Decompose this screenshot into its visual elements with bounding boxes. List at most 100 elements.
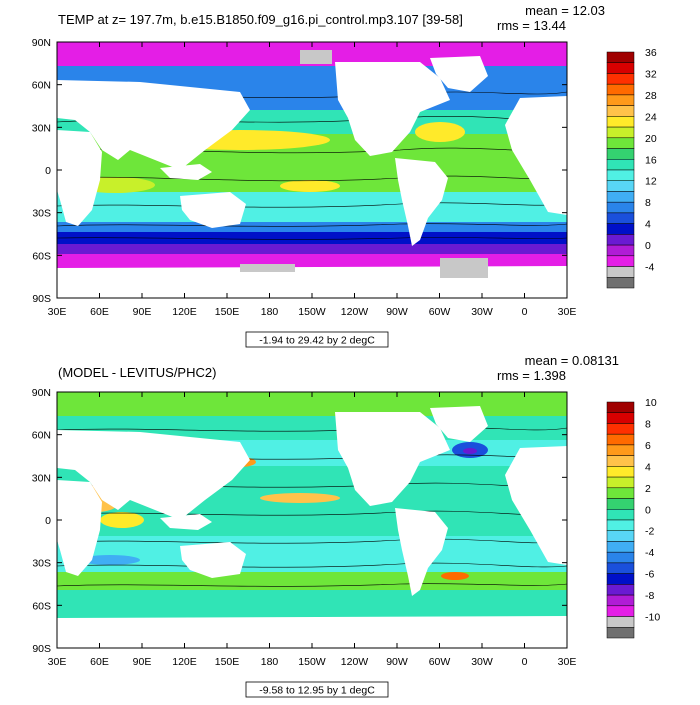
colorbar-label: 4 [645,219,651,231]
y-tick-label: 60N [32,80,51,92]
panel-2-range-label: -9.58 to 12.95 by 1 degC [259,685,375,697]
x-tick-label: 60W [429,306,451,318]
colorbar-swatch [606,105,635,117]
continents-1 [57,56,567,298]
colorbar-swatch [606,191,635,203]
colorbar-label: 2 [645,483,651,495]
x-tick-label: 30W [471,656,493,668]
colorbar-label: -4 [645,262,654,274]
panel-2-map [57,392,567,648]
land-africa [57,130,102,226]
colorbar-swatch [606,159,635,171]
land-greenland [430,56,488,92]
colorbar-swatch [606,73,635,85]
y-tick-label: 30S [32,208,51,220]
y-tick-label: 90S [32,293,51,305]
x-tick-label: 90W [386,656,408,668]
panel-1-mean: mean = 12.03 [525,3,605,18]
colorbar-swatch [606,234,635,246]
y-tick-label: 30N [32,472,51,484]
x-tick-label: 30E [48,656,67,668]
land-s-america [395,158,448,246]
colorbar-swatch [606,277,635,289]
panel-2-title: (MODEL - LEVITUS/PHC2) [58,365,216,380]
land-australia [180,192,246,228]
colorbar-label: 20 [645,133,657,145]
colorbar-swatch [606,466,635,478]
x-tick-label: 150W [298,306,326,318]
x-tick-label: 0 [522,306,528,318]
x-tick-label: 30E [48,306,67,318]
x-tick-label: 30E [558,656,577,668]
anom-bay-bengal [100,512,144,528]
panel-1-title: TEMP at z= 197.7m, b.e15.B1850.f09_g16.p… [58,12,463,27]
anom-io-south [80,555,140,565]
colorbar-swatch [606,423,635,435]
x-tick-label: 0 [522,656,528,668]
colorbar-label: -10 [645,612,660,624]
field-acc-navy [57,232,567,244]
colorbar-swatch [606,433,635,446]
colorbar-swatch [606,627,635,639]
colorbar-swatch [606,180,635,192]
x-tick-label: 180 [261,306,279,318]
colorbar-swatch [606,62,635,74]
colorbar-swatch [606,255,635,267]
colorbar-label: 36 [645,47,657,59]
panel-2-y-ticks: 90N 60N 30N 0 30S 60S 90S [32,387,567,655]
y-tick-label: 60N [32,430,51,442]
colorbar-label: 12 [645,176,657,188]
y-tick-label: 0 [45,165,51,177]
panel-1-range-label: -1.94 to 29.42 by 2 degC [259,335,375,347]
colorbar-swatch [606,487,635,499]
x-tick-label: 60E [90,306,109,318]
colorbar-swatch [606,401,635,413]
colorbar-label: 6 [645,440,651,452]
colorbar-swatch [606,137,635,149]
panel-1-range-box [245,331,389,348]
y-tick-label: 60S [32,600,51,612]
colorbar-label: -8 [645,590,654,602]
panel-1-x-ticks: 30E 60E 90E 120E 150E 180 150W 120W 90W 60W 30W 0 30… [48,42,577,318]
panel-1-map [57,42,567,298]
x-tick-label: 150W [298,656,326,668]
colorbar-label: -4 [645,547,654,559]
colorbar-swatch [606,509,635,521]
y-tick-label: 0 [45,515,51,527]
colorbar-swatch [606,412,635,424]
x-tick-label: 180 [261,656,279,668]
x-tick-label: 120W [341,306,369,318]
x-tick-label: 30W [471,306,493,318]
colorbar-label: 24 [645,111,657,123]
x-tick-label: 30E [558,306,577,318]
y-tick-label: 90S [32,643,51,655]
colorbar-swatch [606,51,635,63]
colorbar-swatch [606,148,635,160]
colorbar-swatch [606,616,635,628]
colorbar-swatch [606,201,635,214]
colorbar-swatch [606,455,635,467]
colorbar-swatch [606,212,635,224]
colorbar-swatch [606,266,635,278]
panel-2-range-box [245,681,389,698]
y-tick-label: 30S [32,558,51,570]
colorbar-label: 32 [645,68,657,80]
land-antarctica [57,266,567,298]
colorbar-swatch [606,605,635,617]
y-tick-label: 90N [32,387,51,399]
warm-pool-spac [280,180,340,192]
colorbar-swatch [606,476,635,489]
colorbar-label: 8 [645,418,651,430]
land-indonesia [160,164,212,180]
colorbar-label: 0 [645,240,651,252]
colorbar-swatch [606,94,635,106]
colorbar-swatch [606,530,635,542]
colorbar-label: 0 [645,504,651,516]
colorbar-swatch [606,244,635,257]
continents-2 [57,406,567,648]
colorbar-swatch [606,551,635,564]
y-tick-label: 30N [32,122,51,134]
x-tick-label: 60W [429,656,451,668]
x-tick-label: 150E [215,656,240,668]
